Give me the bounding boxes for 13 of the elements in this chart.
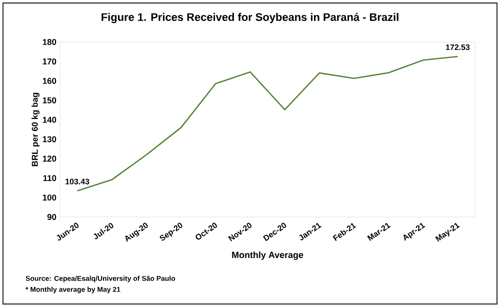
x-axis-title: Monthly Average xyxy=(232,251,304,260)
y-tick-label: 170 xyxy=(42,58,56,64)
y-tick-label: 110 xyxy=(43,175,56,182)
y-tick-label: 140 xyxy=(42,116,56,123)
y-tick-label: 150 xyxy=(42,97,56,104)
y-tick-label: 160 xyxy=(42,78,56,84)
y-tick-label: 130 xyxy=(42,136,56,142)
y-axis-title: BRL per 60 kg bag xyxy=(32,92,40,166)
y-tick-label: 90 xyxy=(47,214,56,220)
y-tick-label: 120 xyxy=(42,156,56,162)
y-tick-label: 100 xyxy=(42,194,56,201)
y-tick-label: 180 xyxy=(42,39,56,46)
chart-title: Figure 1. Prices Received for Soybeans in Paraná - Brazil xyxy=(102,12,398,24)
